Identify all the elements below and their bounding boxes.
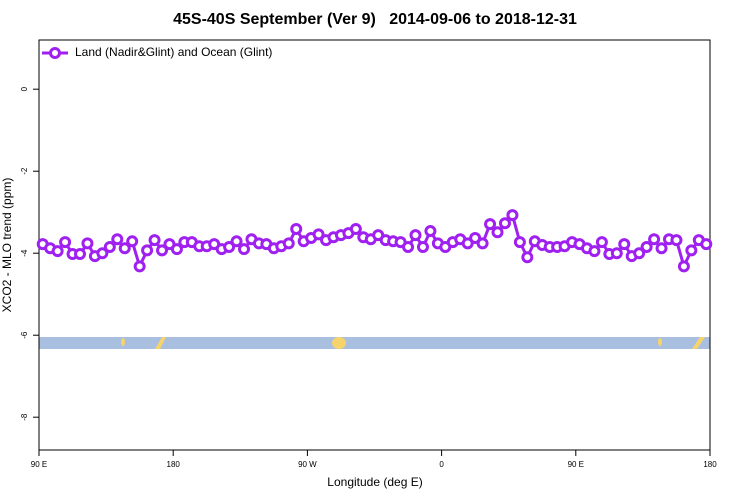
point	[491, 226, 504, 239]
point	[409, 229, 422, 242]
point	[148, 234, 161, 247]
point	[74, 248, 87, 261]
point	[238, 243, 251, 256]
point	[484, 218, 497, 231]
point	[416, 241, 429, 254]
point	[156, 244, 169, 257]
x-tick-label: 180	[167, 460, 181, 469]
point	[513, 236, 526, 249]
point	[141, 244, 154, 257]
point	[59, 236, 72, 249]
point	[118, 242, 131, 255]
point	[655, 242, 668, 255]
point	[170, 243, 183, 256]
point	[610, 247, 623, 260]
point	[230, 235, 243, 248]
y-tick-label: -4	[20, 249, 29, 257]
legend: Land (Nadir&Glint) and Ocean (Glint)	[42, 45, 272, 59]
point	[312, 228, 325, 241]
point	[506, 209, 519, 222]
legend-label: Land (Nadir&Glint) and Ocean (Glint)	[75, 45, 272, 59]
point	[133, 260, 146, 273]
point	[282, 237, 295, 250]
map-strip	[39, 337, 710, 349]
point	[81, 237, 94, 250]
y-tick-label: -2	[20, 167, 29, 175]
x-tick-label: 90 W	[298, 460, 317, 469]
point	[677, 260, 690, 273]
chart-title: 45S-40S September (Ver 9) 2014-09-06 to …	[173, 11, 577, 28]
y-tick-label: 0	[20, 86, 29, 91]
point	[685, 244, 698, 257]
point	[223, 241, 236, 254]
point	[640, 241, 653, 254]
point	[96, 247, 109, 260]
y-tick-label: -6	[20, 331, 29, 339]
point	[633, 247, 646, 260]
x-axis-label: Longitude (deg E)	[327, 475, 422, 489]
point	[461, 237, 474, 250]
point	[126, 235, 139, 248]
point	[648, 233, 661, 246]
point	[670, 234, 683, 247]
point	[588, 245, 601, 258]
plot-frame	[38, 39, 711, 451]
point	[521, 251, 534, 264]
point	[51, 245, 64, 258]
point	[595, 236, 608, 249]
x-tick-label: 90 E	[568, 460, 584, 469]
point	[700, 238, 713, 251]
x-tick-label: 180	[703, 460, 717, 469]
x-tick-label: 0	[439, 460, 444, 469]
x-tick-label: 90 E	[31, 460, 47, 469]
point	[469, 232, 482, 245]
point	[290, 223, 303, 236]
y-tick-label: -8	[20, 413, 29, 421]
point	[498, 217, 511, 230]
y-axis-label: XCO2 - MLO trend (ppm)	[0, 178, 14, 313]
point	[111, 233, 124, 246]
point	[402, 241, 415, 254]
point	[349, 223, 362, 236]
point	[103, 241, 116, 254]
point	[424, 225, 437, 238]
point	[618, 238, 631, 251]
point	[476, 237, 489, 250]
